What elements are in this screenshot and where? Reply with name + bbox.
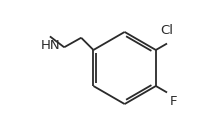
Text: Cl: Cl bbox=[160, 24, 174, 37]
Text: HN: HN bbox=[41, 39, 61, 52]
Text: F: F bbox=[170, 95, 177, 108]
